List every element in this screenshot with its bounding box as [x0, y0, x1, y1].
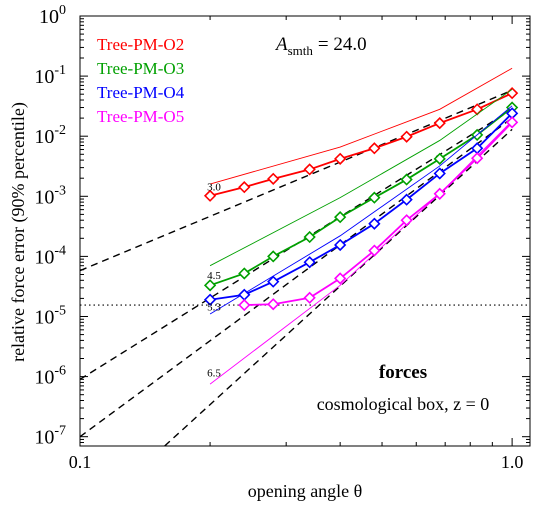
y-tick-label-exponent: 0	[59, 3, 66, 18]
legend: Tree-PM-O2 Tree-PM-O3 Tree-PM-O4 Tree-PM-O5	[97, 35, 185, 126]
legend-entry: Tree-PM-O3	[97, 59, 184, 78]
y-tick-label: 10-3	[34, 183, 66, 208]
data-point-marker	[334, 211, 347, 224]
reference-line-label: 3.0	[207, 181, 221, 193]
data-point-marker	[334, 272, 347, 285]
y-tick-label: 10-7	[34, 424, 66, 449]
series-thin-line	[209, 105, 513, 315]
y-tick-label-exponent: -7	[54, 424, 66, 439]
y-tick-label: 10-2	[34, 123, 66, 148]
legend-entry: Tree-PM-O5	[97, 107, 184, 126]
reference-line-label: 6.5	[207, 368, 221, 380]
smoothing-symbol: A	[274, 34, 288, 55]
x-tick-label: 0.1	[69, 452, 92, 472]
y-tick-label-exponent: -4	[54, 243, 66, 258]
data-point-marker	[505, 116, 519, 129]
data-point-marker	[368, 217, 381, 230]
data-point-marker	[471, 152, 484, 165]
series-line	[209, 112, 513, 301]
y-tick-label: 100	[39, 3, 66, 28]
plot-area	[80, 67, 530, 446]
data-point-marker	[203, 279, 217, 292]
data-point-marker	[433, 167, 446, 180]
data-point-marker	[303, 291, 316, 304]
data-point-marker	[267, 172, 280, 185]
data-point-marker	[303, 163, 316, 176]
y-tick-label-base: 10	[34, 246, 54, 268]
data-point-marker	[203, 189, 217, 202]
data-point-marker	[400, 173, 413, 186]
y-tick-label-base: 10	[39, 6, 59, 28]
y-tick-label-exponent: -1	[54, 63, 66, 78]
x-tick-label: 1.0	[501, 452, 524, 472]
series-thin-line	[209, 89, 513, 267]
y-tick-label-base: 10	[34, 427, 54, 449]
forces-label: forces	[379, 362, 427, 383]
condition-label: cosmological box, z = 0	[317, 394, 490, 414]
data-point-marker	[400, 130, 413, 143]
smoothing-value: = 24.0	[318, 34, 367, 55]
data-point-marker	[433, 116, 446, 130]
data-point-marker	[334, 238, 347, 252]
y-tick-label-exponent: -6	[54, 364, 66, 379]
data-point-marker	[238, 267, 251, 280]
data-point-marker	[368, 191, 381, 204]
smoothing-annotation: Asmth = 24.0	[274, 34, 367, 58]
data-point-marker	[238, 181, 251, 194]
y-tick-label-exponent: -2	[54, 123, 66, 138]
series-line	[209, 106, 513, 287]
data-point-marker	[267, 298, 280, 311]
y-axis-label: relative force error (90% percentile)	[8, 102, 29, 362]
y-tick-label: 10-4	[34, 243, 66, 268]
y-tick-label: 10-5	[34, 303, 66, 328]
y-tick-label-base: 10	[34, 186, 54, 208]
y-tick-label-exponent: -5	[54, 303, 66, 318]
y-tick-label-base: 10	[34, 126, 54, 148]
data-point-marker	[238, 298, 251, 312]
data-point-marker	[368, 142, 381, 155]
y-tick-label: 10-6	[34, 364, 66, 389]
data-point-marker	[267, 275, 280, 288]
reference-line	[164, 128, 513, 446]
x-axis-label: opening angle θ	[248, 481, 363, 501]
y-tick-label-exponent: -3	[54, 183, 66, 198]
smoothing-subscript: smth	[288, 43, 314, 58]
legend-entry: Tree-PM-O2	[97, 35, 184, 54]
data-point-marker	[303, 256, 316, 269]
data-point-marker	[400, 214, 413, 227]
y-tick-label-base: 10	[34, 367, 54, 389]
series-thin-line	[209, 67, 513, 185]
plot-frame	[79, 15, 531, 447]
legend-entry: Tree-PM-O4	[97, 83, 185, 102]
reference-line-label: 5.3	[207, 302, 221, 314]
reference-line-label: 4.5	[207, 270, 221, 282]
series-line	[209, 92, 513, 197]
data-point-marker	[433, 187, 446, 200]
data-point-marker	[203, 293, 217, 306]
y-tick-label: 10-1	[34, 63, 66, 88]
data-point-marker	[334, 152, 347, 165]
data-point-marker	[433, 152, 446, 165]
data-point-marker	[267, 250, 280, 263]
data-point-marker	[368, 244, 381, 257]
data-point-marker	[400, 193, 413, 206]
y-tick-label-base: 10	[34, 66, 54, 88]
y-tick-label-base: 10	[34, 306, 54, 328]
data-point-marker	[303, 230, 316, 244]
